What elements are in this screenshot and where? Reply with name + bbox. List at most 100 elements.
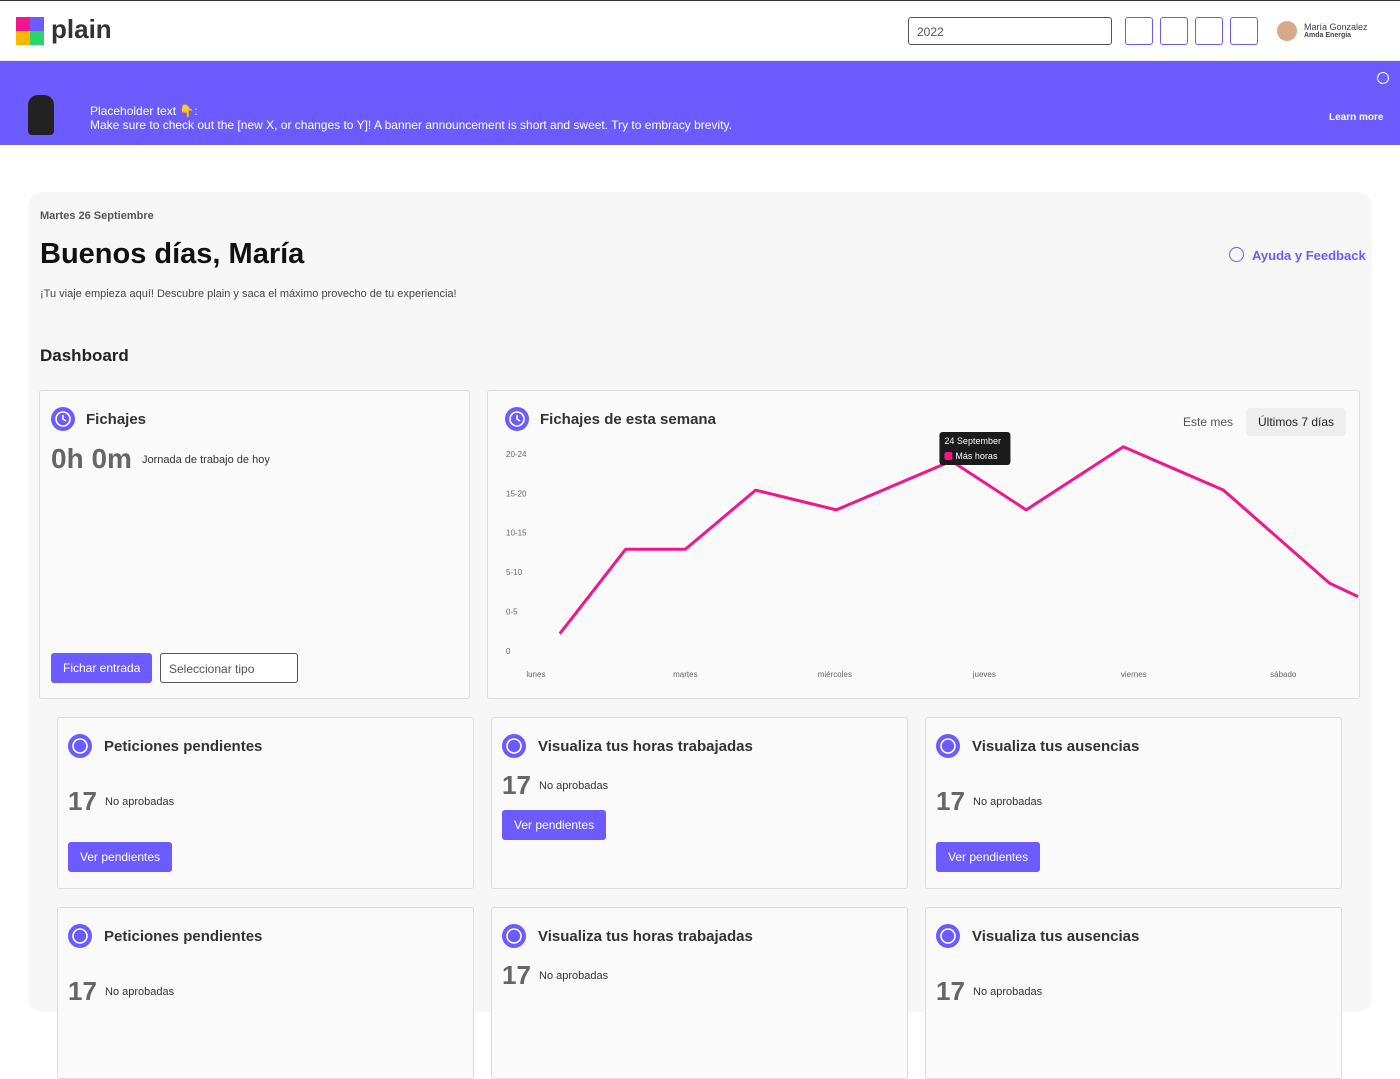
work-time: 0h 0m — [51, 443, 132, 474]
logo: plain — [51, 14, 112, 44]
avatar[interactable] — [1277, 21, 1297, 41]
card-title: Fichajes — [86, 411, 147, 428]
card-count: 17 — [936, 786, 965, 816]
user-name: María Gonzalez — [1304, 22, 1368, 32]
header — [0, 0, 1400, 61]
card-title: Peticiones pendientes — [104, 928, 263, 945]
card-title: Visualiza tus horas trabajadas — [538, 738, 753, 755]
legend-swatch — [944, 451, 953, 460]
icon-bg — [502, 924, 526, 948]
x-tick-label: jueves — [972, 670, 996, 679]
section-title: Dashboard — [40, 346, 129, 365]
help-icon — [1229, 247, 1244, 262]
stat-card: Visualiza tus horas trabajadas 17 No aprob… — [491, 907, 908, 1079]
banner-title: Placeholder text 👇: — [90, 104, 198, 118]
card-title: Visualiza tus horas trabajadas — [538, 928, 753, 945]
user-company: Amda Energía — [1304, 32, 1352, 39]
clock-icon — [502, 924, 526, 948]
clock-icon — [68, 924, 92, 948]
inbox-button[interactable] — [1160, 17, 1188, 45]
tooltip-box — [939, 431, 1011, 465]
card-title: Visualiza tus ausencias — [972, 738, 1140, 755]
banner-text: Make sure to check out the [new X, or ch… — [90, 118, 732, 132]
card-count: 17 — [68, 786, 97, 816]
work-caption: Jornada de trabajo de hoy — [142, 454, 270, 466]
year-select[interactable]: 2022 — [908, 17, 1112, 45]
y-tick-label: 5-10 — [506, 568, 523, 577]
type-select[interactable]: Seleccionar tipo — [160, 653, 298, 683]
icon-ring — [940, 738, 956, 754]
card-count: 17 — [68, 976, 97, 1006]
clock-icon — [51, 407, 75, 431]
date: Martes 26 Septiembre — [40, 210, 154, 222]
banner-illustration — [28, 95, 54, 135]
card-count: 17 — [936, 976, 965, 1006]
card-caption: No aprobadas — [539, 970, 609, 982]
stat-card: Visualiza tus ausencias 17 No aprobadas — [925, 907, 1342, 1079]
stat-card: Peticiones pendientes 17 No aprobadas Ver p… — [57, 717, 474, 889]
clock-in-button[interactable]: Fichar entrada — [51, 653, 153, 683]
banner-close[interactable] — [1377, 72, 1389, 84]
card-count: 17 — [502, 770, 531, 800]
icon-ring — [72, 738, 88, 754]
banner-link[interactable]: Learn more — [1329, 112, 1384, 123]
card-title: Peticiones pendientes — [104, 738, 263, 755]
tools-button[interactable] — [1195, 17, 1223, 45]
y-tick-label: 10-15 — [506, 529, 527, 538]
card-caption: No aprobadas — [973, 986, 1043, 998]
line — [558, 445, 1359, 635]
clock-icon — [502, 734, 526, 758]
icon-bg — [68, 924, 92, 948]
logo-icon — [16, 17, 44, 45]
tooltip-title: 24 September — [944, 436, 1001, 446]
clock-icon — [505, 407, 529, 431]
chart: 0 0-5 5-10 10-15 15-20 20-24 lunes martes miérco… — [506, 431, 1359, 679]
card-button[interactable]: Ver pendientes — [502, 810, 607, 840]
greeting-subtitle: ¡Tu viaje empieza aquí! Descubre plain y… — [40, 288, 457, 300]
fichajes-card: Fichajes 0h 0m Jornada de trabajo de hoy… — [39, 390, 470, 699]
card-caption: No aprobadas — [105, 796, 175, 808]
icon-bg — [936, 734, 960, 758]
y-tick-label: 0 — [506, 647, 511, 656]
icon-bg — [68, 734, 92, 758]
card-title: Visualiza tus ausencias — [972, 928, 1140, 945]
tab-active[interactable]: Últimos 7 días — [1246, 408, 1347, 436]
icon-ring — [72, 928, 88, 944]
icon-bg — [936, 924, 960, 948]
legend-label: Más horas — [955, 451, 998, 461]
x-tick-label: miércoles — [818, 670, 852, 679]
card-caption: No aprobadas — [973, 796, 1043, 808]
clock-icon — [68, 734, 92, 758]
card-button[interactable]: Ver pendientes — [68, 842, 173, 872]
add-user-button[interactable] — [1230, 17, 1258, 45]
x-tick-label: lunes — [526, 670, 545, 679]
clock-icon — [936, 924, 960, 948]
card-caption: No aprobadas — [105, 986, 175, 998]
stat-card: Visualiza tus ausencias 17 No aprobadas Ver… — [925, 717, 1342, 889]
chart-card: Fichajes de esta semana Este mes Últimos… — [487, 390, 1360, 699]
tooltip: 24 September Más horas — [939, 431, 1011, 465]
x-tick-label: sábado — [1270, 670, 1297, 679]
stat-card: Visualiza tus horas trabajadas 17 No aprob… — [491, 717, 908, 889]
icon-ring — [940, 928, 956, 944]
y-tick-label: 20-24 — [506, 450, 527, 459]
tab[interactable]: Este mes — [1183, 415, 1234, 429]
icon-ring — [506, 738, 522, 754]
greeting-title: Buenos días, María — [40, 238, 305, 270]
x-tick-label: viernes — [1121, 670, 1147, 679]
card-caption: No aprobadas — [539, 780, 609, 792]
notifications-button[interactable] — [1125, 17, 1153, 45]
icon-ring — [506, 928, 522, 944]
card-button[interactable]: Ver pendientes — [936, 842, 1041, 872]
card-count: 17 — [502, 960, 531, 990]
y-tick-label: 0-5 — [506, 608, 518, 617]
y-tick-label: 15-20 — [506, 489, 527, 498]
banner — [0, 61, 1400, 145]
clock-icon — [936, 734, 960, 758]
chart-title: Fichajes de esta semana — [540, 411, 716, 428]
x-tick-label: martes — [673, 670, 697, 679]
help-link[interactable]: Ayuda y Feedback — [1252, 248, 1366, 263]
icon-bg — [502, 734, 526, 758]
stat-card: Peticiones pendientes 17 No aprobadas — [57, 907, 474, 1079]
